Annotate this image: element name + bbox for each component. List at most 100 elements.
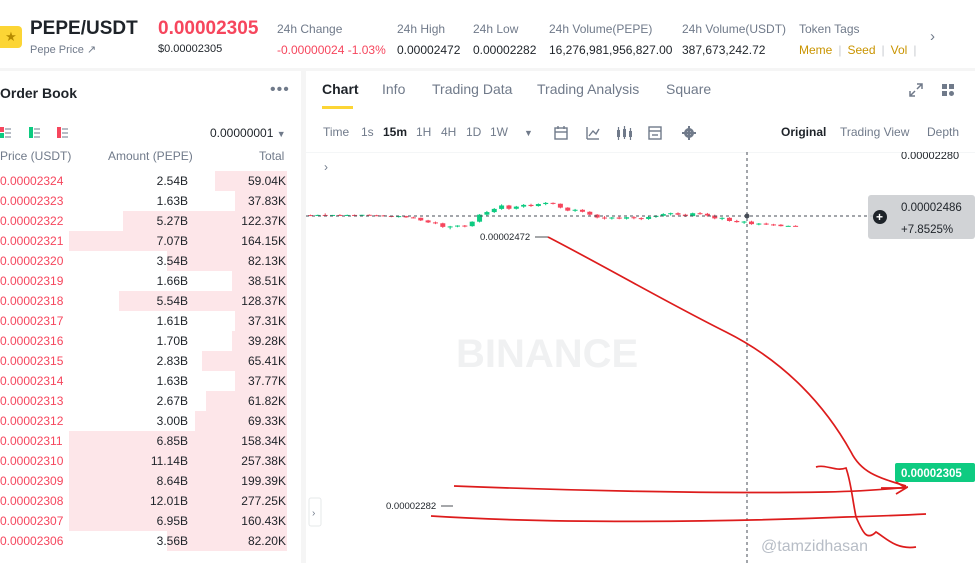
- view-trading-view[interactable]: Trading View: [840, 125, 910, 139]
- depth-bar: [69, 491, 287, 511]
- candle: [344, 214, 350, 216]
- indicators-icon[interactable]: [586, 127, 600, 140]
- orderbook-row[interactable]: 0.00002320 3.54B 82.13K: [0, 251, 287, 271]
- expand-indicators-icon[interactable]: ›: [324, 160, 328, 174]
- depth-bar: [69, 511, 287, 531]
- interval-4h[interactable]: 4H: [441, 125, 457, 139]
- candle: [763, 223, 769, 225]
- orderbook-row[interactable]: 0.00002311 6.85B 158.34K: [0, 431, 287, 451]
- interval-1d[interactable]: 1D: [466, 125, 482, 139]
- row-total: 69.33K: [247, 414, 286, 428]
- orderbook-row[interactable]: 0.00002313 2.67B 61.82K: [0, 391, 287, 411]
- calendar-icon[interactable]: [554, 126, 568, 140]
- more-options-icon[interactable]: •••: [270, 81, 290, 98]
- orderbook-row[interactable]: 0.00002307 6.95B 160.43K: [0, 511, 287, 531]
- orderbook-row[interactable]: 0.00002317 1.61B 37.31K: [0, 311, 287, 331]
- pair-title[interactable]: PEPE/USDT: [30, 18, 138, 39]
- main-panel: Chart Info Trading Data Trading Analysis…: [306, 71, 975, 563]
- candle: [484, 212, 490, 215]
- orderbook-row[interactable]: 0.00002318 5.54B 128.37K: [0, 291, 287, 311]
- candle: [572, 209, 578, 211]
- tab-trading-data[interactable]: Trading Data: [432, 81, 513, 97]
- orderbook-row[interactable]: 0.00002316 1.70B 39.28K: [0, 331, 287, 351]
- both-sides-view-icon[interactable]: [0, 127, 11, 138]
- col-header-amount: Amount (PEPE): [108, 149, 193, 163]
- tab-info[interactable]: Info: [382, 81, 406, 97]
- orderbook-row[interactable]: 0.00002314 1.63B 37.77K: [0, 371, 287, 391]
- orderbook-row[interactable]: 0.00002310 11.14B 257.38K: [0, 451, 287, 471]
- interval-1h[interactable]: 1H: [416, 125, 432, 139]
- candle: [660, 214, 666, 216]
- candle: [594, 214, 600, 218]
- low-marker-label: 0.00002282: [386, 501, 436, 512]
- row-price: 0.00002312: [0, 414, 64, 428]
- orderbook-row[interactable]: 0.00002319 1.66B 38.51K: [0, 271, 287, 291]
- tag-meme[interactable]: Meme: [799, 43, 833, 57]
- chevron-right-small-icon[interactable]: ›: [312, 508, 315, 519]
- favorite-star-icon[interactable]: ★: [0, 26, 22, 48]
- fullscreen-icon[interactable]: [909, 83, 923, 97]
- row-total: 158.34K: [241, 434, 286, 448]
- tag-seed[interactable]: Seed: [847, 43, 876, 57]
- bids-view-icon[interactable]: [29, 127, 40, 138]
- orderbook-row[interactable]: 0.00002306 3.56B 82.20K: [0, 531, 287, 551]
- watermark: BINANCE: [456, 332, 638, 376]
- view-depth[interactable]: Depth: [927, 125, 960, 139]
- template-icon[interactable]: [648, 126, 662, 140]
- y-tick-label: 0.00002280: [901, 152, 959, 162]
- row-amount: 1.70B: [156, 334, 188, 348]
- tab-chart[interactable]: Chart: [322, 81, 359, 97]
- tab-square[interactable]: Square: [666, 81, 712, 97]
- candle: [315, 214, 321, 216]
- orderbook-row[interactable]: 0.00002321 7.07B 164.15K: [0, 231, 287, 251]
- candle: [557, 203, 563, 208]
- row-price: 0.00002316: [0, 334, 64, 348]
- candle: [778, 224, 784, 227]
- tag-vol[interactable]: Vol: [890, 43, 908, 57]
- scroll-left-handle[interactable]: [308, 497, 322, 527]
- orderbook-row[interactable]: 0.00002322 5.27B 122.37K: [0, 211, 287, 231]
- candle: [513, 206, 519, 209]
- row-price: 0.00002306: [0, 534, 64, 548]
- depth-bar: [235, 371, 287, 391]
- row-total: 37.77K: [247, 374, 286, 388]
- interval-more-caret-icon[interactable]: ▼: [524, 128, 533, 138]
- candle: [785, 225, 791, 227]
- orderbook-row[interactable]: 0.00002309 8.64B 199.39K: [0, 471, 287, 491]
- candle: [308, 215, 313, 217]
- candle: [668, 213, 674, 215]
- row-amount: 11.14B: [150, 454, 188, 468]
- candle: [624, 217, 630, 219]
- settings-gear-icon[interactable]: [682, 126, 696, 140]
- orderbook-row[interactable]: 0.00002324 2.54B 59.04K: [0, 171, 287, 191]
- view-original[interactable]: Original: [781, 125, 827, 139]
- candle: [440, 223, 446, 227]
- interval-1s[interactable]: 1s: [361, 125, 374, 139]
- tab-trading-analysis[interactable]: Trading Analysis: [537, 81, 640, 97]
- orderbook-row[interactable]: 0.00002308 12.01B 277.25K: [0, 491, 287, 511]
- orderbook-row[interactable]: 0.00002323 1.63B 37.83K: [0, 191, 287, 211]
- candlestick-chart[interactable]: › BINANCE 0.000025000.000024800.00002460…: [306, 152, 975, 563]
- interval-1w[interactable]: 1W: [490, 125, 508, 139]
- orderbook-row[interactable]: 0.00002312 3.00B 69.33K: [0, 411, 287, 431]
- precision-select[interactable]: 0.00000001 ▼: [210, 126, 286, 140]
- row-price: 0.00002324: [0, 174, 64, 188]
- row-price: 0.00002311: [0, 434, 63, 448]
- interval-time[interactable]: Time: [323, 125, 350, 139]
- row-amount: 1.63B: [156, 194, 188, 208]
- author-watermark: @tamzidhasan: [761, 538, 868, 555]
- caret-down-icon: ▼: [276, 129, 286, 139]
- last-price-usd: $0.00002305: [158, 43, 223, 55]
- candle: [616, 217, 622, 219]
- layout-grid-icon[interactable]: [941, 83, 955, 97]
- candle: [741, 221, 747, 223]
- row-amount: 1.63B: [156, 374, 188, 388]
- orderbook-row[interactable]: 0.00002315 2.83B 65.41K: [0, 351, 287, 371]
- chevron-right-icon[interactable]: ›: [930, 28, 935, 45]
- add-alert-icon[interactable]: [873, 210, 887, 224]
- interval-15m[interactable]: 15m: [383, 125, 408, 139]
- candle: [734, 220, 740, 223]
- asks-view-icon[interactable]: [57, 127, 68, 138]
- coin-price-link[interactable]: Pepe Price ↗: [30, 44, 97, 56]
- candle-type-icon[interactable]: [617, 126, 632, 140]
